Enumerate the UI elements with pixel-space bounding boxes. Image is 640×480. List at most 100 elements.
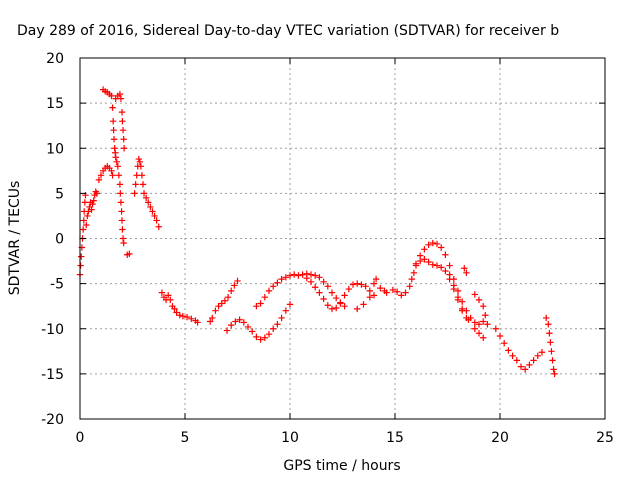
data-point	[253, 302, 260, 310]
data-point	[505, 347, 512, 354]
data-point	[459, 298, 466, 305]
data-point	[89, 201, 96, 208]
data-point	[118, 208, 125, 215]
data-point	[119, 226, 126, 233]
data-point	[550, 366, 557, 373]
data-point	[370, 292, 378, 299]
data-point	[509, 352, 516, 360]
data-point	[116, 181, 124, 188]
data-point	[114, 163, 121, 170]
data-point	[140, 190, 148, 197]
data-point	[244, 323, 252, 331]
data-point	[253, 333, 260, 341]
data-point	[224, 293, 232, 301]
data-point	[354, 280, 361, 287]
data-point	[265, 330, 273, 338]
data-point	[108, 167, 115, 175]
data-point	[465, 316, 472, 323]
data-point	[138, 172, 146, 179]
data-point	[501, 339, 508, 347]
data-point	[307, 271, 315, 278]
data-point	[120, 239, 127, 247]
data-point	[450, 282, 457, 289]
data-point	[261, 334, 268, 341]
data-point	[232, 318, 239, 325]
data-point	[109, 104, 116, 111]
data-point	[286, 301, 294, 308]
data-points	[76, 86, 558, 378]
y-tick-label: -10	[41, 322, 64, 338]
y-tick-label: -5	[50, 277, 64, 293]
data-point	[513, 357, 520, 364]
data-point	[110, 136, 118, 143]
data-point	[475, 296, 483, 304]
data-point	[341, 302, 348, 310]
data-point	[97, 172, 105, 179]
data-point	[492, 325, 499, 332]
data-point	[112, 154, 119, 161]
x-tick-label: 10	[281, 430, 299, 446]
data-point	[179, 312, 187, 320]
data-point	[526, 361, 533, 369]
data-point	[482, 312, 489, 319]
data-point	[320, 295, 327, 303]
data-point	[93, 190, 100, 197]
data-point	[165, 292, 172, 299]
data-point	[328, 289, 336, 296]
data-point	[459, 305, 466, 313]
x-tick-label: 0	[76, 430, 85, 446]
data-point	[496, 332, 504, 340]
data-point	[278, 275, 285, 283]
data-point	[120, 136, 127, 143]
data-point	[475, 330, 483, 337]
data-point	[236, 316, 243, 323]
data-point	[320, 278, 327, 286]
data-point	[480, 318, 487, 325]
data-point	[333, 294, 340, 302]
axis-ticks: 0 5 10 15 20 25 -20 -15 -10 -5 0 5 10 15 20	[41, 51, 614, 446]
data-point	[80, 217, 87, 224]
data-point	[442, 267, 449, 275]
grid	[80, 58, 605, 419]
data-point	[209, 314, 216, 322]
data-point	[223, 327, 231, 334]
x-axis-label: GPS time / hours	[283, 458, 400, 474]
data-point	[149, 208, 156, 215]
y-tick-label: 20	[46, 51, 64, 67]
data-point	[83, 221, 90, 229]
data-point	[349, 281, 357, 288]
data-point	[398, 292, 405, 299]
x-tick-label: 20	[491, 430, 509, 446]
y-axis-label: SDTVAR / TECUs	[7, 181, 23, 296]
data-point	[270, 325, 277, 332]
data-point	[120, 145, 128, 152]
data-point	[188, 315, 195, 323]
data-point	[111, 145, 118, 152]
data-point	[450, 275, 457, 283]
data-point	[421, 246, 428, 253]
data-point	[417, 252, 424, 259]
data-point	[194, 319, 201, 326]
data-point	[136, 158, 144, 165]
data-point	[471, 325, 478, 332]
data-point	[158, 289, 166, 296]
data-point	[408, 275, 415, 283]
data-point	[228, 287, 235, 295]
data-point	[84, 212, 91, 220]
data-point	[316, 289, 323, 296]
y-tick-label: 5	[55, 186, 64, 202]
data-point	[522, 366, 529, 373]
data-point	[77, 262, 84, 269]
data-point	[333, 304, 340, 312]
data-point	[221, 297, 229, 304]
data-point	[153, 217, 160, 224]
data-point	[261, 293, 268, 301]
data-point	[438, 244, 445, 251]
data-point	[480, 334, 487, 341]
data-point	[126, 250, 133, 258]
data-point	[446, 262, 453, 269]
data-point	[454, 293, 462, 301]
data-point	[183, 313, 191, 321]
data-point	[534, 352, 541, 360]
